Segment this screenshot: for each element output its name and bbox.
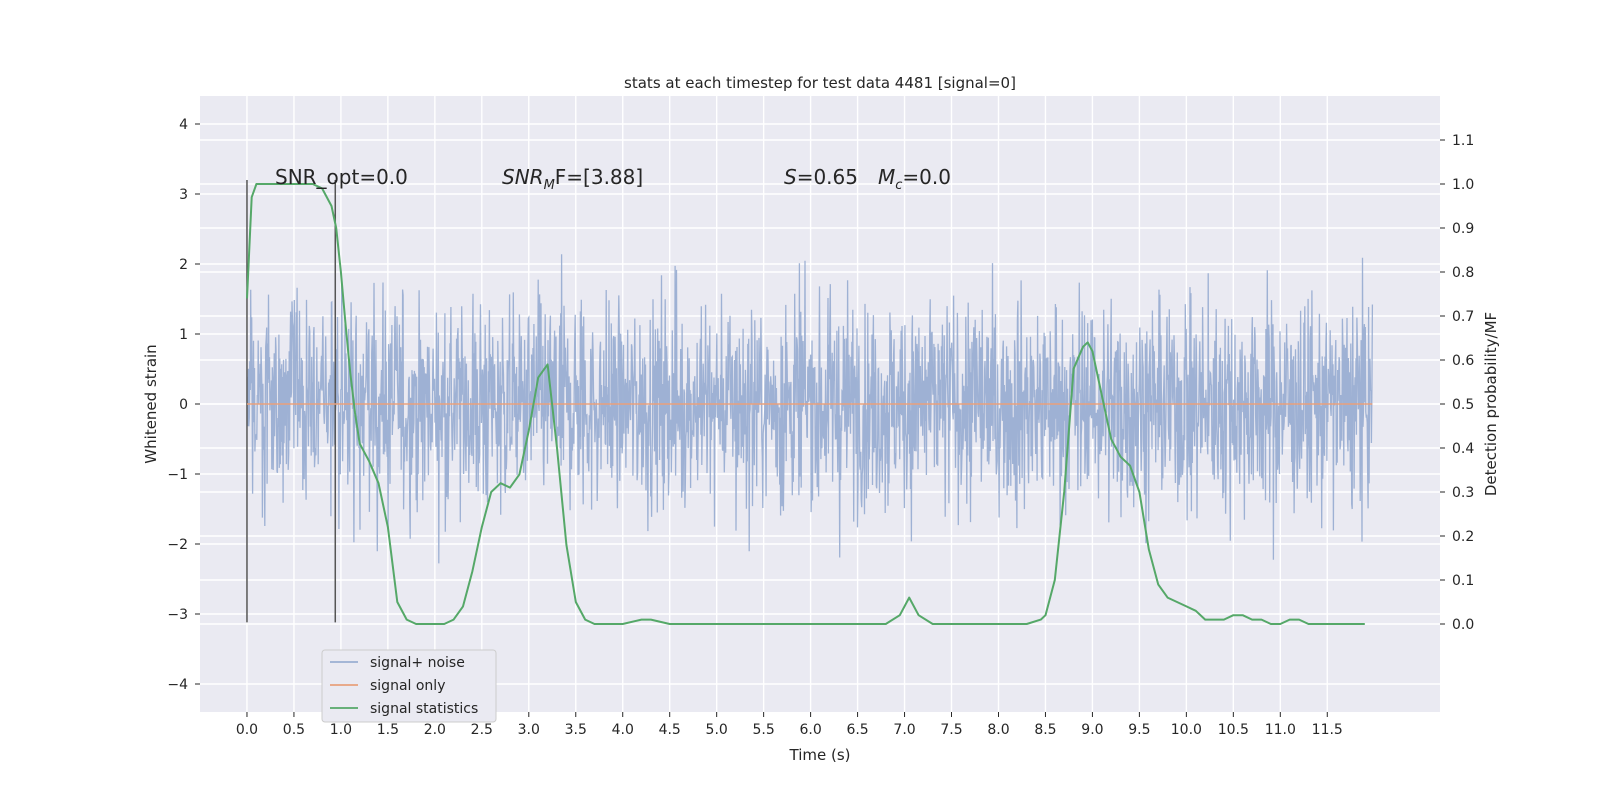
x-tick-label: 0.5 [283, 722, 305, 738]
x-tick-label: 7.5 [940, 722, 962, 738]
y2-tick-label: 0.4 [1452, 441, 1474, 457]
annotation-snr-opt: SNR_opt=0.0 [275, 165, 408, 189]
x-tick-label: 1.5 [377, 722, 399, 738]
y2-tick-label: 1.0 [1452, 177, 1474, 193]
y2-tick-label: 1.1 [1452, 133, 1474, 149]
x-tick-label: 6.5 [846, 722, 868, 738]
series-layer [246, 183, 1373, 625]
annotation-snr-mf-main: SNR [502, 165, 544, 189]
y2-tick-label: 0.6 [1452, 353, 1474, 369]
x-tick-label: 5.0 [706, 722, 728, 738]
x-tick-label: 3.5 [565, 722, 587, 738]
x-tick-label: 5.5 [753, 722, 775, 738]
x-tick-label: 9.0 [1081, 722, 1103, 738]
y-axis-label: Whitened strain [142, 344, 160, 463]
y-tick-label: −3 [167, 607, 188, 623]
x-tick-label: 10.0 [1171, 722, 1202, 738]
x-tick-label: 8.0 [987, 722, 1009, 738]
y-tick-label: 4 [179, 117, 188, 133]
annotation-snr-mf: SNRMF=[3.88] [502, 165, 643, 193]
y2-tick-label: 0.5 [1452, 397, 1474, 413]
legend-label-signal-statistics: signal statistics [370, 701, 478, 717]
annotation-s-rest: =0.65 [797, 165, 858, 189]
y2-tick-label: 0.1 [1452, 573, 1474, 589]
y2-tick-label: 0.0 [1452, 617, 1474, 633]
annotation-s-main: S [784, 165, 797, 189]
x-tick-label: 10.5 [1218, 722, 1249, 738]
vertical-markers [246, 180, 337, 623]
x-tick-label: 8.5 [1034, 722, 1056, 738]
y-tick-label: 3 [179, 187, 188, 203]
chart-title: stats at each timestep for test data 448… [624, 74, 1016, 92]
y-tick-label: −1 [167, 467, 188, 483]
x-axis-label: Time (s) [789, 746, 851, 764]
y2-tick-label: 0.7 [1452, 309, 1474, 325]
x-tick-label: 4.5 [659, 722, 681, 738]
x-tick-label: 3.0 [518, 722, 540, 738]
y-tick-label: 1 [179, 327, 188, 343]
x-tick-label: 2.5 [471, 722, 493, 738]
annotation-snr-mf-sub: M [544, 178, 555, 193]
signal-noise-series [246, 254, 1374, 564]
x-tick-label: 0.0 [236, 722, 258, 738]
legend-label-signal-noise: signal+ noise [370, 655, 465, 671]
annotation-mc-rest: =0.0 [902, 165, 951, 189]
annotation-mc-sub: c [895, 178, 902, 193]
y2-tick-label: 0.2 [1452, 529, 1474, 545]
y2-tick-label: 0.8 [1452, 265, 1474, 281]
legend-label-signal-only: signal only [370, 678, 445, 694]
annotation-mc: Mc=0.0 [878, 165, 951, 193]
x-tick-label: 9.5 [1128, 722, 1150, 738]
signal-statistics-line [246, 183, 1365, 625]
legend: signal+ noise signal only signal statist… [321, 649, 497, 723]
y-tick-label: −4 [167, 677, 188, 693]
x-tick-label: 7.0 [893, 722, 915, 738]
x-tick-label: 4.0 [612, 722, 634, 738]
y-tick-label: 0 [179, 397, 188, 413]
y-tick-label: −2 [167, 537, 188, 553]
y2-tick-label: 0.3 [1452, 485, 1474, 501]
x-tick-label: 1.0 [330, 722, 352, 738]
annotation-mc-main: M [878, 165, 895, 189]
x-tick-label: 11.5 [1312, 722, 1343, 738]
x-tick-label: 2.0 [424, 722, 446, 738]
y2-tick-label: 0.9 [1452, 221, 1474, 237]
y2-axis-label: Detection probability/MF [1482, 312, 1500, 496]
y-tick-label: 2 [179, 257, 188, 273]
x-tick-label: 6.0 [799, 722, 821, 738]
annotation-s: S=0.65 [784, 165, 858, 189]
ticks: 0.0 0.5 1.0 1.5 2.0 2.5 3.0 3.5 4.0 4.5 5.0 5.5 6.0 6… [167, 117, 1474, 738]
legend-box [321, 649, 497, 723]
x-tick-label: 11.0 [1265, 722, 1296, 738]
signal-noise-line [246, 254, 1374, 564]
annotation-snr-mf-rest: F=[3.88] [555, 165, 643, 189]
